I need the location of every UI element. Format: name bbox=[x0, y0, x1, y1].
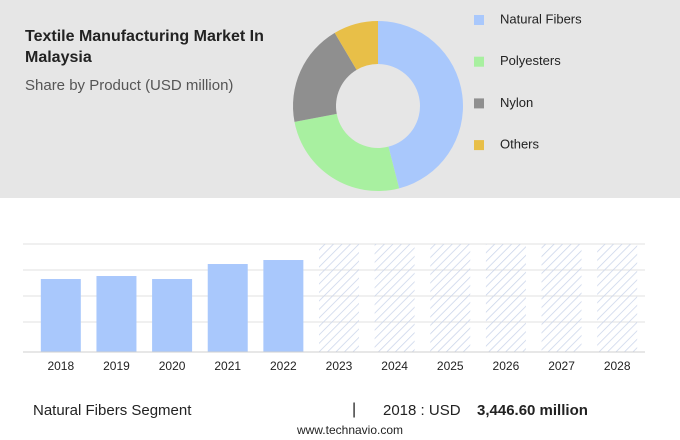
x-tick-label: 2025 bbox=[437, 359, 464, 373]
source: www.technavio.com bbox=[296, 423, 403, 437]
x-tick-label: 2027 bbox=[548, 359, 575, 373]
x-tick-label: 2028 bbox=[604, 359, 631, 373]
subtitle: Share by Product (USD million) bbox=[25, 77, 233, 94]
bar bbox=[263, 260, 304, 352]
forecast-placeholder bbox=[597, 244, 638, 352]
footer-value: 3,446.60 million bbox=[477, 402, 588, 419]
donut-slice bbox=[294, 113, 400, 191]
legend-swatch bbox=[474, 15, 484, 25]
x-tick-label: 2023 bbox=[326, 359, 353, 373]
x-tick-label: 2020 bbox=[159, 359, 186, 373]
chart-title: Textile Manufacturing Market In Malaysia bbox=[25, 28, 264, 66]
forecast-placeholder bbox=[541, 244, 582, 352]
bar bbox=[40, 279, 81, 352]
bar bbox=[152, 279, 193, 352]
x-tick-label: 2026 bbox=[493, 359, 520, 373]
x-tick-label: 2021 bbox=[214, 359, 241, 373]
footer-segment: Natural Fibers Segment bbox=[33, 402, 192, 419]
legend-label: Nylon bbox=[500, 95, 533, 110]
footer-separator: | bbox=[352, 401, 356, 418]
x-tick-label: 2018 bbox=[47, 359, 74, 373]
legend-swatch bbox=[474, 56, 484, 67]
donut-slice bbox=[378, 21, 463, 189]
forecast-placeholder bbox=[319, 244, 359, 352]
forecast-placeholder bbox=[374, 244, 415, 352]
x-tick-label: 2024 bbox=[381, 359, 408, 373]
legend-label: Polyesters bbox=[500, 53, 561, 68]
x-tick-label: 2019 bbox=[103, 359, 130, 373]
donut-slice bbox=[334, 21, 378, 70]
donut-slice bbox=[293, 32, 357, 122]
forecast-placeholder bbox=[485, 244, 526, 352]
bar bbox=[207, 264, 248, 352]
forecast-placeholder bbox=[430, 244, 471, 352]
legend-swatch bbox=[474, 140, 484, 151]
bar bbox=[96, 276, 137, 352]
footer-year: 2018 : USD bbox=[383, 402, 461, 419]
legend-label: Others bbox=[500, 137, 540, 152]
x-tick-label: 2022 bbox=[270, 359, 297, 373]
legend-label: Natural Fibers bbox=[500, 11, 582, 26]
legend-swatch bbox=[474, 98, 484, 109]
